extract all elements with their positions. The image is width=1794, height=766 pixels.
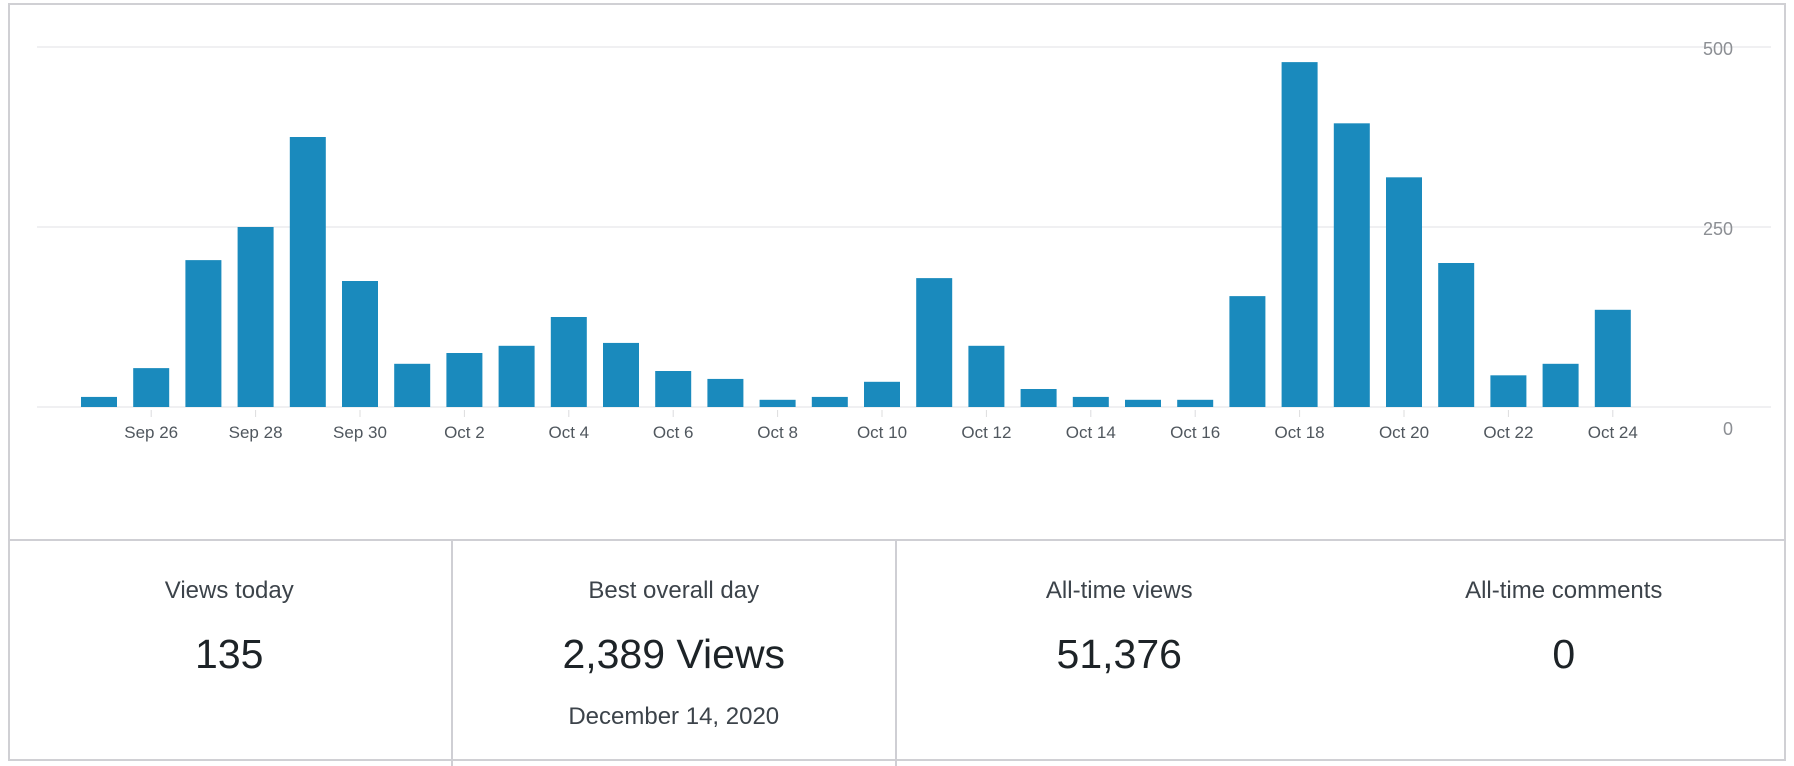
bar[interactable]: [1386, 177, 1422, 407]
bar[interactable]: [1542, 363, 1579, 407]
x-tick-label: Oct 6: [653, 423, 694, 442]
bar[interactable]: [1281, 62, 1318, 408]
stat-all-time-views: All-time views 51,376: [897, 541, 1342, 766]
bar[interactable]: [916, 278, 953, 407]
x-tick-label: Oct 22: [1483, 423, 1533, 442]
bar[interactable]: [603, 342, 639, 407]
stat-label: Best overall day: [588, 577, 760, 604]
bar[interactable]: [1438, 263, 1475, 407]
bar[interactable]: [1333, 123, 1370, 407]
bar[interactable]: [550, 317, 587, 407]
bar[interactable]: [759, 399, 796, 407]
x-tick-label: Oct 24: [1588, 423, 1638, 442]
x-tick-label: Sep 28: [229, 423, 283, 442]
stat-label: Views today: [164, 577, 294, 604]
stat-value: 135: [195, 631, 264, 677]
stat-views-today: Views today 135: [8, 541, 453, 766]
bar[interactable]: [237, 227, 274, 407]
stat-date: December 14, 2020: [568, 703, 780, 730]
bar[interactable]: [394, 363, 431, 407]
stat-all-time-comments: All-time comments 0: [1342, 541, 1787, 766]
stat-value: 51,376: [1056, 631, 1182, 677]
bar[interactable]: [1594, 309, 1631, 407]
bar[interactable]: [81, 396, 117, 407]
x-tick-label: Oct 4: [548, 423, 589, 442]
y-tick-label: 0: [1723, 419, 1733, 439]
x-tick-label: Oct 14: [1066, 423, 1116, 442]
bar[interactable]: [655, 371, 692, 407]
stat-value: 0: [1552, 631, 1576, 677]
bar[interactable]: [185, 260, 222, 407]
x-tick-label: Oct 10: [857, 423, 907, 442]
bar[interactable]: [1020, 389, 1057, 407]
stat-value: 2,389 Views: [562, 631, 786, 677]
bar[interactable]: [811, 396, 848, 407]
x-tick-label: Sep 26: [124, 423, 178, 442]
views-bar-chart: 0 250 500 Sep 26 Sep 28 Sep 30 Oct 2 Oct 4 Oct 6…: [37, 39, 1771, 442]
bar[interactable]: [498, 345, 535, 407]
stats-summary: Views today 135 Best overall day 2,389 V…: [8, 539, 1786, 766]
y-tick-label: 500: [1703, 39, 1733, 59]
x-tick-label: Oct 20: [1379, 423, 1429, 442]
bar[interactable]: [342, 281, 378, 407]
bar[interactable]: [968, 345, 1005, 407]
x-tick-label: Oct 16: [1170, 423, 1220, 442]
bar[interactable]: [1490, 375, 1527, 407]
bar[interactable]: [1229, 296, 1266, 407]
bar[interactable]: [133, 368, 170, 407]
stat-best-day: Best overall day 2,389 Views December 14…: [453, 541, 897, 766]
bar[interactable]: [1125, 399, 1161, 407]
bar[interactable]: [707, 378, 744, 407]
bar[interactable]: [1177, 399, 1214, 407]
stat-label: All-time views: [1045, 577, 1193, 604]
x-tick-label: Oct 8: [757, 423, 798, 442]
x-tick-label: Oct 2: [444, 423, 485, 442]
x-tick-label: Oct 12: [961, 423, 1011, 442]
stat-label: All-time comments: [1465, 577, 1663, 604]
bar[interactable]: [864, 381, 900, 407]
bar[interactable]: [446, 353, 483, 407]
bar[interactable]: [289, 137, 326, 407]
x-tick-label: Sep 30: [333, 423, 387, 442]
x-tick-label: Oct 18: [1275, 423, 1325, 442]
bar[interactable]: [1072, 396, 1109, 407]
stats-panel: [8, 3, 1786, 761]
y-tick-label: 250: [1703, 219, 1733, 239]
